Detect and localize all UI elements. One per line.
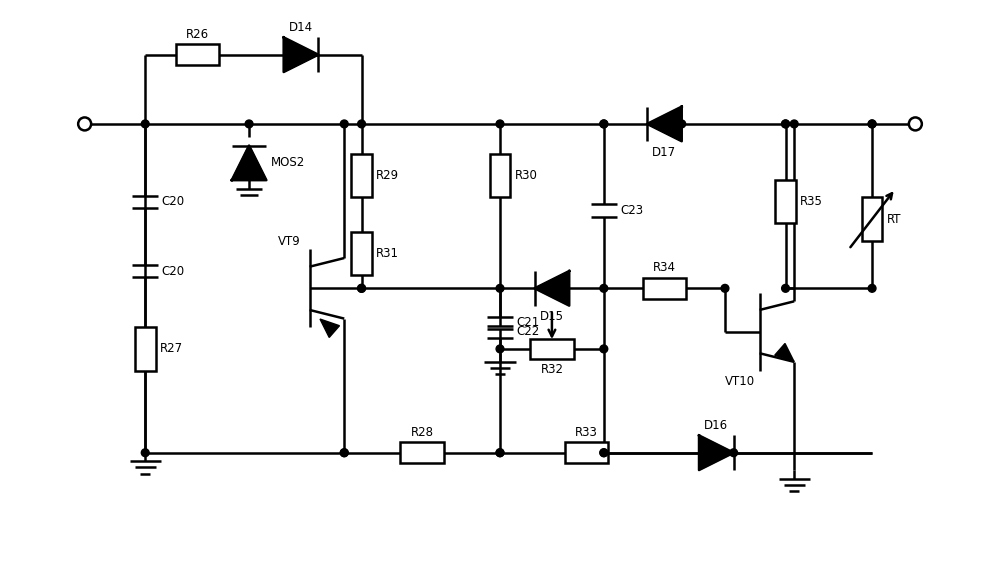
Text: R31: R31 bbox=[376, 247, 399, 260]
Bar bbox=[862, 198, 882, 241]
Bar bbox=[351, 154, 372, 198]
Circle shape bbox=[496, 449, 504, 457]
Polygon shape bbox=[320, 319, 339, 337]
Circle shape bbox=[358, 120, 365, 128]
Circle shape bbox=[868, 285, 876, 292]
Circle shape bbox=[909, 118, 922, 131]
Text: C22: C22 bbox=[516, 325, 540, 338]
Text: C23: C23 bbox=[620, 204, 643, 217]
Polygon shape bbox=[775, 344, 794, 362]
Circle shape bbox=[496, 285, 504, 292]
Polygon shape bbox=[535, 271, 569, 306]
Text: C21: C21 bbox=[516, 316, 540, 329]
Circle shape bbox=[790, 120, 798, 128]
Text: R33: R33 bbox=[575, 426, 598, 439]
Circle shape bbox=[868, 120, 876, 128]
Text: D17: D17 bbox=[652, 145, 676, 158]
Circle shape bbox=[78, 118, 91, 131]
Bar bbox=[530, 339, 574, 360]
Text: RT: RT bbox=[887, 212, 901, 225]
Circle shape bbox=[600, 345, 608, 353]
Circle shape bbox=[600, 120, 608, 128]
Circle shape bbox=[600, 449, 608, 457]
Text: R29: R29 bbox=[376, 169, 399, 182]
Bar bbox=[490, 154, 510, 198]
Circle shape bbox=[245, 120, 253, 128]
Circle shape bbox=[496, 120, 504, 128]
Text: D16: D16 bbox=[704, 419, 728, 432]
Text: C20: C20 bbox=[162, 265, 185, 278]
Circle shape bbox=[730, 449, 738, 457]
Polygon shape bbox=[284, 37, 318, 72]
Circle shape bbox=[496, 449, 504, 457]
Text: MOS2: MOS2 bbox=[271, 156, 305, 169]
Text: R30: R30 bbox=[515, 169, 538, 182]
Circle shape bbox=[868, 120, 876, 128]
Circle shape bbox=[600, 285, 608, 292]
Text: D15: D15 bbox=[540, 310, 564, 323]
Text: D14: D14 bbox=[289, 21, 313, 34]
Text: R28: R28 bbox=[411, 426, 434, 439]
Bar bbox=[176, 44, 219, 65]
Bar bbox=[643, 278, 686, 299]
Text: R32: R32 bbox=[540, 363, 563, 376]
Text: R34: R34 bbox=[653, 261, 676, 274]
Bar bbox=[565, 442, 608, 463]
Circle shape bbox=[340, 120, 348, 128]
Polygon shape bbox=[647, 107, 682, 141]
Text: R35: R35 bbox=[800, 195, 823, 208]
Bar bbox=[351, 232, 372, 275]
Bar bbox=[135, 327, 156, 370]
Circle shape bbox=[358, 285, 365, 292]
Circle shape bbox=[141, 120, 149, 128]
Circle shape bbox=[358, 285, 365, 292]
Circle shape bbox=[678, 120, 686, 128]
Polygon shape bbox=[699, 436, 734, 470]
Circle shape bbox=[600, 120, 608, 128]
Polygon shape bbox=[232, 145, 266, 180]
Circle shape bbox=[340, 449, 348, 457]
Circle shape bbox=[782, 120, 789, 128]
Text: R26: R26 bbox=[186, 28, 209, 41]
Bar bbox=[400, 442, 444, 463]
Text: C20: C20 bbox=[162, 195, 185, 208]
Circle shape bbox=[782, 285, 789, 292]
Circle shape bbox=[600, 449, 608, 457]
Text: R27: R27 bbox=[160, 343, 183, 356]
Bar bbox=[775, 180, 796, 223]
Circle shape bbox=[340, 449, 348, 457]
Circle shape bbox=[496, 345, 504, 353]
Circle shape bbox=[782, 120, 789, 128]
Circle shape bbox=[141, 449, 149, 457]
Text: VT10: VT10 bbox=[725, 375, 755, 388]
Text: VT9: VT9 bbox=[278, 235, 301, 248]
Circle shape bbox=[721, 285, 729, 292]
